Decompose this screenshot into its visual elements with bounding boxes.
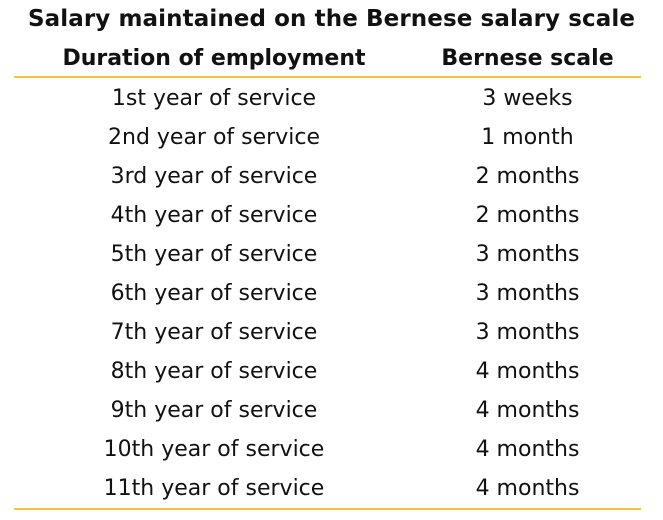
- table-row: 6th year of service 3 months: [14, 274, 641, 313]
- cell-scale: 2 months: [475, 164, 580, 189]
- table-row: 3rd year of service 2 months: [14, 157, 641, 196]
- cell-scale: 3 weeks: [482, 86, 573, 111]
- table-row: 9th year of service 4 months: [14, 391, 641, 430]
- cell-duration: 11th year of service: [103, 476, 325, 501]
- header-bernese-scale: Bernese scale: [441, 46, 614, 71]
- cell-duration: 2nd year of service: [108, 125, 320, 150]
- cell-duration: 3rd year of service: [110, 164, 318, 189]
- table-row: 2nd year of service 1 month: [14, 118, 641, 157]
- cell-duration: 6th year of service: [110, 281, 318, 306]
- table-row: 1st year of service 3 weeks: [14, 79, 641, 118]
- cell-scale: 1 month: [481, 125, 574, 150]
- cell-duration: 10th year of service: [103, 437, 325, 462]
- cell-scale: 3 months: [475, 320, 580, 345]
- table-caption: Salary maintained on the Bernese salary …: [27, 6, 636, 32]
- table-header-row: Duration of employment Bernese scale: [14, 42, 641, 78]
- cell-scale: 3 months: [475, 242, 580, 267]
- table-body: 1st year of service 3 weeks 2nd year of …: [14, 79, 641, 510]
- table-row: 5th year of service 3 months: [14, 235, 641, 274]
- cell-scale: 4 months: [475, 359, 580, 384]
- cell-scale: 4 months: [475, 437, 580, 462]
- table-row: 7th year of service 3 months: [14, 313, 641, 352]
- cell-scale: 4 months: [475, 476, 580, 501]
- cell-scale: 4 months: [475, 398, 580, 423]
- cell-duration: 8th year of service: [110, 359, 318, 384]
- cell-duration: 5th year of service: [110, 242, 318, 267]
- cell-duration: 1st year of service: [111, 86, 317, 111]
- header-duration: Duration of employment: [62, 46, 366, 71]
- table-row: 11th year of service 4 months: [14, 469, 641, 508]
- cell-duration: 9th year of service: [110, 398, 318, 423]
- table-row: 4th year of service 2 months: [14, 196, 641, 235]
- cell-duration: 7th year of service: [110, 320, 318, 345]
- table-row: 10th year of service 4 months: [14, 430, 641, 469]
- cell-scale: 2 months: [475, 203, 580, 228]
- table-row: 8th year of service 4 months: [14, 352, 641, 391]
- cell-scale: 3 months: [475, 281, 580, 306]
- cell-duration: 4th year of service: [110, 203, 318, 228]
